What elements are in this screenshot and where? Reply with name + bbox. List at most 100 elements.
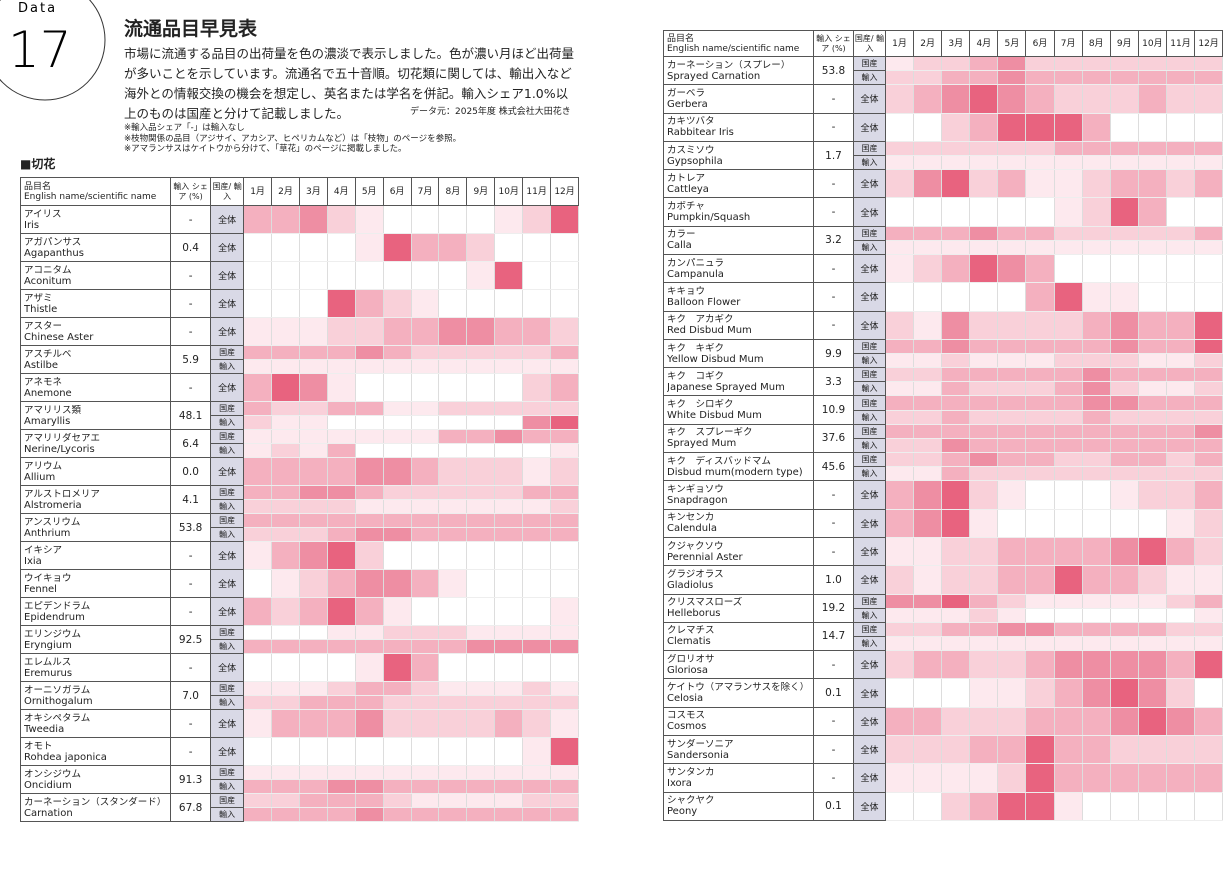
heat-cell bbox=[1053, 239, 1083, 256]
name-ja: カーネーション（スタンダード） bbox=[24, 796, 167, 808]
heat-cell bbox=[271, 709, 300, 738]
heat-cell bbox=[522, 443, 552, 458]
heat-cell bbox=[382, 541, 412, 570]
origin: 全体 bbox=[210, 233, 245, 262]
heat-cell bbox=[1053, 282, 1083, 312]
item-row: 輸入 bbox=[21, 499, 579, 514]
heat-cell bbox=[466, 289, 496, 318]
heat-cell bbox=[522, 653, 552, 682]
heat-cell bbox=[298, 597, 328, 626]
heat-cell bbox=[494, 457, 524, 486]
origin: 全体 bbox=[210, 317, 245, 346]
heat-cell bbox=[1194, 650, 1224, 680]
heat-cell bbox=[1081, 381, 1111, 397]
heat-cell bbox=[243, 429, 273, 444]
heat-cell bbox=[298, 443, 328, 458]
item-name: オンシジウム Oncidium bbox=[19, 765, 172, 794]
heat-cell bbox=[550, 709, 579, 738]
heat-cell bbox=[494, 401, 524, 416]
origin: 全体 bbox=[853, 169, 886, 199]
origin: 国産 bbox=[210, 681, 245, 696]
heat-cell bbox=[354, 807, 384, 822]
heat-cell bbox=[941, 225, 971, 241]
name-ja: グロリオサ bbox=[667, 653, 715, 665]
name-ja: オモト bbox=[24, 740, 53, 752]
heat-cell bbox=[466, 443, 496, 458]
header-month: 6月 bbox=[382, 177, 412, 206]
heat-cell bbox=[243, 569, 273, 598]
name-ja: カラー bbox=[667, 229, 696, 241]
heat-cell bbox=[466, 625, 496, 640]
heat-cell bbox=[1025, 282, 1055, 312]
heat-cell bbox=[884, 409, 915, 425]
heat-cell bbox=[243, 401, 273, 416]
heat-cell bbox=[1194, 536, 1224, 567]
share: 19.2 bbox=[813, 593, 854, 623]
heat-cell bbox=[1053, 678, 1083, 708]
origin: 国産 bbox=[210, 625, 245, 640]
heat-cell bbox=[1137, 650, 1167, 680]
heat-cell bbox=[969, 635, 999, 652]
heat-cell bbox=[913, 112, 943, 142]
item-row: オモト Rohdea japonica - 全体 bbox=[19, 737, 579, 766]
heat-cell bbox=[410, 373, 440, 402]
heat-cell bbox=[466, 681, 496, 696]
heat-cell bbox=[884, 734, 915, 765]
heat-cell bbox=[550, 345, 579, 360]
heat-cell bbox=[494, 653, 524, 682]
heat-cell bbox=[913, 565, 943, 595]
heat-cell bbox=[941, 508, 971, 538]
item-row: グロリオサ Gloriosa - 全体 bbox=[663, 650, 1224, 680]
share: - bbox=[813, 282, 854, 312]
heat-cell bbox=[466, 527, 496, 542]
heat-cell bbox=[410, 765, 440, 780]
item-name: キク シロギク White Disbud Mum bbox=[663, 395, 814, 425]
heat-cell bbox=[382, 233, 412, 262]
heat-cell bbox=[522, 233, 552, 262]
heat-cell bbox=[941, 367, 971, 383]
heat-cell bbox=[466, 513, 496, 528]
name-en: Calla bbox=[667, 240, 692, 252]
heat-cell bbox=[1053, 225, 1083, 241]
heat-cell bbox=[550, 485, 579, 500]
name-ja: アンスリウム bbox=[24, 516, 81, 528]
heat-cell bbox=[410, 233, 440, 262]
heat-cell bbox=[326, 359, 356, 374]
heat-cell bbox=[997, 452, 1027, 468]
heat-cell bbox=[1165, 734, 1196, 765]
heat-cell bbox=[1165, 791, 1196, 821]
item-name: キク スプレーギク Sprayed Mum bbox=[663, 423, 814, 454]
header-month: 3月 bbox=[941, 30, 971, 57]
heat-cell bbox=[969, 409, 999, 425]
name-ja: カキツバタ bbox=[667, 116, 715, 128]
heat-cell bbox=[1053, 367, 1083, 383]
heat-cell bbox=[1081, 367, 1111, 383]
heat-cell bbox=[1053, 706, 1083, 736]
heat-cell bbox=[969, 310, 999, 340]
heat-cell bbox=[298, 695, 328, 710]
heat-cell bbox=[382, 513, 412, 528]
heat-cell bbox=[1137, 239, 1167, 256]
item-row: カーネーション（スプレー） Sprayed Carnation 53.8 国産 bbox=[663, 55, 1224, 86]
heat-cell bbox=[354, 205, 384, 234]
heat-cell bbox=[1053, 734, 1083, 765]
share: 1.0 bbox=[813, 565, 854, 595]
heat-cell bbox=[1025, 310, 1055, 340]
heat-cell bbox=[382, 485, 412, 500]
heat-cell bbox=[243, 345, 273, 360]
heat-cell bbox=[326, 289, 356, 318]
heat-cell bbox=[1165, 395, 1196, 411]
heat-cell bbox=[243, 597, 273, 626]
share: - bbox=[813, 84, 854, 114]
item-row: 輸入 bbox=[664, 353, 1224, 369]
heat-cell bbox=[271, 653, 300, 682]
heat-cell bbox=[298, 737, 328, 766]
heat-cell bbox=[550, 541, 579, 570]
heat-cell bbox=[997, 508, 1027, 538]
share: - bbox=[170, 737, 212, 766]
heat-cell bbox=[271, 793, 300, 808]
name-ja: イキシア bbox=[24, 544, 63, 556]
heat-cell bbox=[1053, 84, 1083, 114]
item-name: カキツバタ Rabbitear Iris bbox=[663, 112, 814, 142]
item-row: キク シロギク White Disbud Mum 10.9 国産 bbox=[663, 395, 1224, 425]
